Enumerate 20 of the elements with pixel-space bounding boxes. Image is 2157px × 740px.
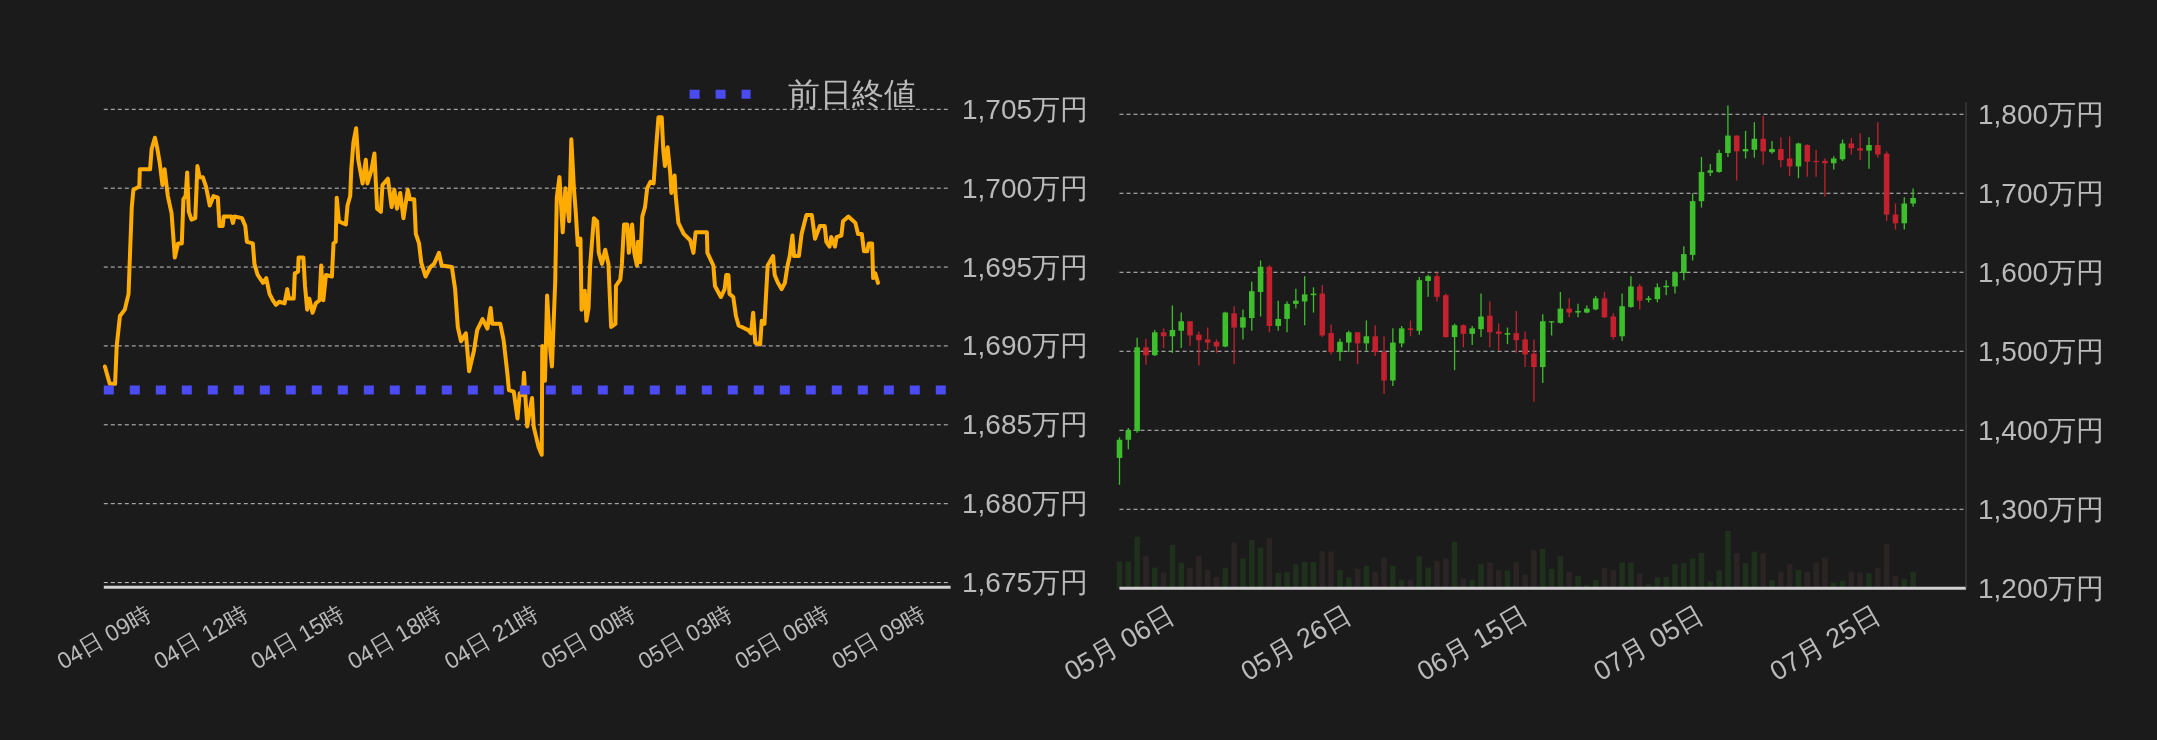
y-tick-label: 1,700万円 <box>962 172 1089 204</box>
y-tick-label: 1,680万円 <box>962 488 1089 520</box>
y-tick-label: 1,400万円 <box>1978 414 2105 446</box>
y-tick-label: 1,200万円 <box>1978 572 2105 604</box>
y-tick-label: 1,800万円 <box>1978 98 2105 130</box>
y-tick-label: 1,600万円 <box>1978 256 2105 288</box>
y-tick-label: 1,685万円 <box>962 409 1089 441</box>
y-tick-label: 1,500万円 <box>1978 335 2105 367</box>
y-tick-label: 1,690万円 <box>962 330 1089 362</box>
x-tick-label: 07月 25日 <box>1764 599 1886 687</box>
y-tick-label: 1,300万円 <box>1978 493 2105 525</box>
y-tick-label: 1,675万円 <box>962 567 1089 599</box>
x-tick-label: 05月 26日 <box>1235 599 1356 687</box>
x-tick-label: 07月 05日 <box>1588 599 1709 687</box>
x-tick-label: 06月 15日 <box>1412 599 1533 687</box>
y-tick-label: 1,700万円 <box>1978 177 2105 209</box>
y-tick-label: 1,695万円 <box>962 251 1089 283</box>
legend-label: 前日終値 <box>787 76 916 113</box>
y-tick-label: 1,705万円 <box>962 93 1089 125</box>
x-tick-label: 05月 06日 <box>1059 599 1180 687</box>
